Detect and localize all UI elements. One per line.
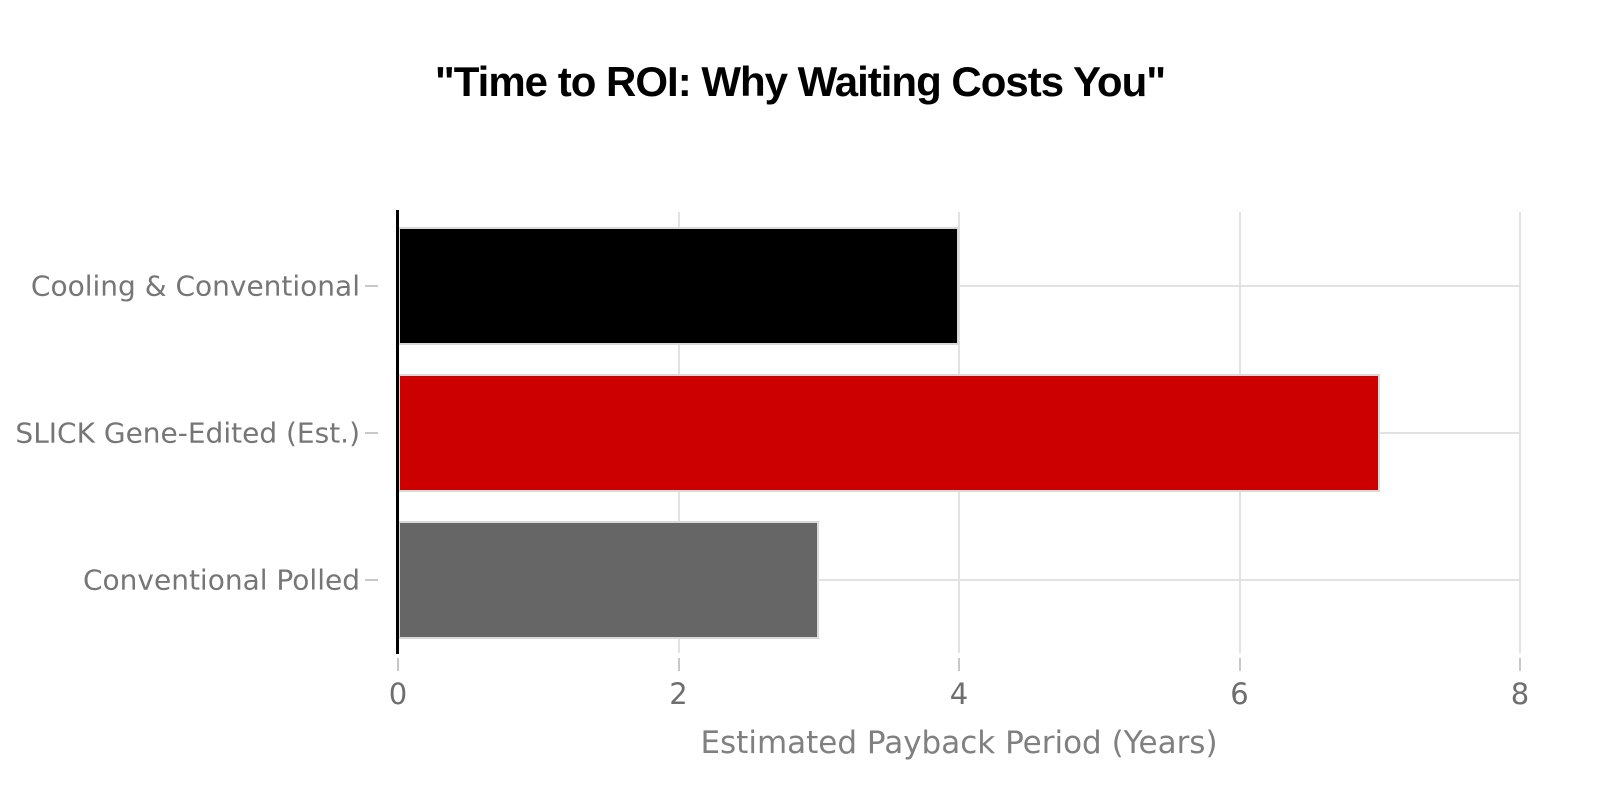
chart-title: "Time to ROI: Why Waiting Costs You" [434,58,1166,105]
x-tick-mark-8 [1519,658,1521,671]
plot-area [397,212,1521,653]
x-axis: 0 2 4 6 8 [389,653,1529,723]
y-tick-label-conventional-polled: Conventional Polled [82,563,360,596]
x-tick-label-0: 0 [388,677,408,711]
x-tick-label-6: 6 [1230,677,1249,711]
y-gridline-cooling-conventional [398,284,1520,287]
x-tick-mark-6 [1238,658,1241,671]
x-tick-label-4: 4 [949,677,969,711]
x-tick-mark-0 [397,658,399,671]
y-gridline-conventional-polled [398,578,1520,581]
y-tick-mark-conventional-polled [365,578,378,581]
x-axis-label: Estimated Payback Period (Years) [700,725,1218,761]
y-tick-label-cooling-conventional: Cooling & Conventional [30,269,360,302]
x-tick-mark-2 [677,658,680,671]
y-tick-label-slick-gene-edited-est: SLICK Gene-Edited (Est.) [15,416,360,449]
bar-conventional-polled [398,520,819,639]
x-gridline-8 [1519,212,1521,653]
bar-cooling-conventional [398,226,959,345]
x-tick-mark-4 [958,658,960,671]
y-axis-spine [396,210,399,654]
bar-slick-gene-edited-est [398,373,1380,492]
y-tick-mark-slick-gene-edited-est [365,431,378,434]
y-tick-mark-cooling-conventional [365,284,378,287]
x-tick-label-2: 2 [669,677,688,711]
x-tick-label-8: 8 [1510,677,1530,711]
y-axis-category-labels: Cooling & Conventional SLICK Gene-Edited … [0,212,380,653]
